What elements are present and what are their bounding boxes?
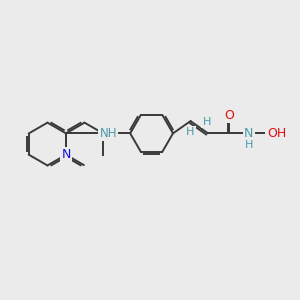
Text: H: H (186, 128, 195, 137)
Text: H: H (244, 140, 253, 150)
Text: NH: NH (99, 127, 117, 140)
Text: H: H (202, 117, 211, 127)
Text: OH: OH (267, 127, 286, 140)
Text: N: N (61, 148, 71, 161)
Text: N: N (244, 127, 254, 140)
Text: O: O (224, 109, 234, 122)
